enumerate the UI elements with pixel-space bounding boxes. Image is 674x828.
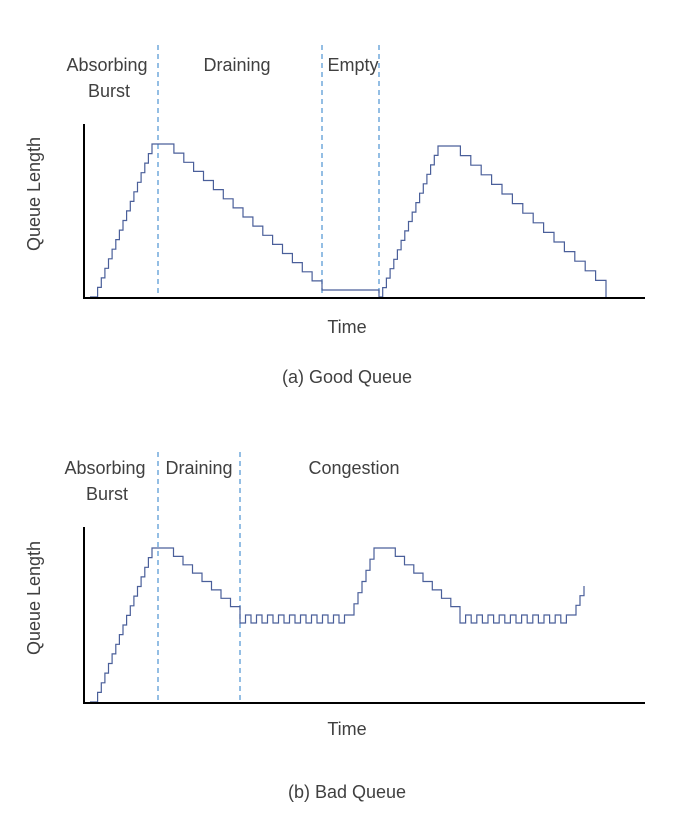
axes-b	[83, 527, 645, 704]
phase-label-congestion-b: Congestion	[308, 458, 399, 478]
phase-label-absorbing-b: Absorbing	[64, 458, 145, 478]
phase-label-draining-a: Draining	[203, 55, 270, 75]
queue-length-trace-b	[90, 547, 585, 703]
phase-label-burst-b: Burst	[86, 484, 128, 504]
caption-b: (b) Bad Queue	[288, 782, 406, 802]
phase-label-draining-b: Draining	[165, 458, 232, 478]
x-axis-label-a: Time	[327, 317, 366, 337]
panel-bad-queue: Absorbing Burst Draining Congestion Queu…	[24, 452, 645, 802]
phase-label-absorbing-a: Absorbing	[66, 55, 147, 75]
caption-a: (a) Good Queue	[282, 367, 412, 387]
queue-length-trace-a	[90, 143, 607, 298]
axes-a	[83, 124, 645, 299]
y-axis-label-b: Queue Length	[24, 541, 44, 655]
x-axis-label-b: Time	[327, 719, 366, 739]
panel-good-queue: Absorbing Burst Draining Empty Queue Len…	[24, 45, 645, 387]
y-axis-label-a: Queue Length	[24, 137, 44, 251]
phase-label-burst-a: Burst	[88, 81, 130, 101]
phase-label-empty-a: Empty	[327, 55, 378, 75]
